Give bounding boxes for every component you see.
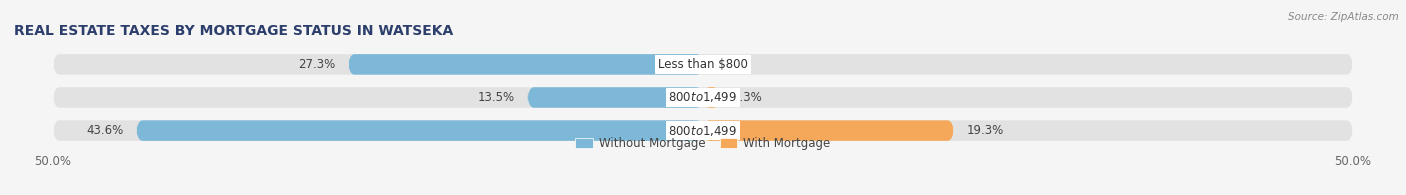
FancyBboxPatch shape xyxy=(53,87,1353,108)
Legend: Without Mortgage, With Mortgage: Without Mortgage, With Mortgage xyxy=(571,132,835,155)
FancyBboxPatch shape xyxy=(349,54,703,75)
FancyBboxPatch shape xyxy=(527,87,703,108)
FancyBboxPatch shape xyxy=(136,120,703,141)
Text: 0.0%: 0.0% xyxy=(716,58,745,71)
FancyBboxPatch shape xyxy=(703,120,953,141)
Text: $800 to $1,499: $800 to $1,499 xyxy=(668,124,738,138)
Text: 1.3%: 1.3% xyxy=(733,91,762,104)
Text: Less than $800: Less than $800 xyxy=(658,58,748,71)
Text: 19.3%: 19.3% xyxy=(967,124,1004,137)
Text: 13.5%: 13.5% xyxy=(478,91,515,104)
Text: Source: ZipAtlas.com: Source: ZipAtlas.com xyxy=(1288,12,1399,22)
Text: $800 to $1,499: $800 to $1,499 xyxy=(668,90,738,105)
Text: 27.3%: 27.3% xyxy=(298,58,335,71)
Text: REAL ESTATE TAXES BY MORTGAGE STATUS IN WATSEKA: REAL ESTATE TAXES BY MORTGAGE STATUS IN … xyxy=(14,24,453,38)
FancyBboxPatch shape xyxy=(53,54,1353,75)
Text: 43.6%: 43.6% xyxy=(86,124,124,137)
FancyBboxPatch shape xyxy=(703,87,720,108)
FancyBboxPatch shape xyxy=(53,120,1353,141)
